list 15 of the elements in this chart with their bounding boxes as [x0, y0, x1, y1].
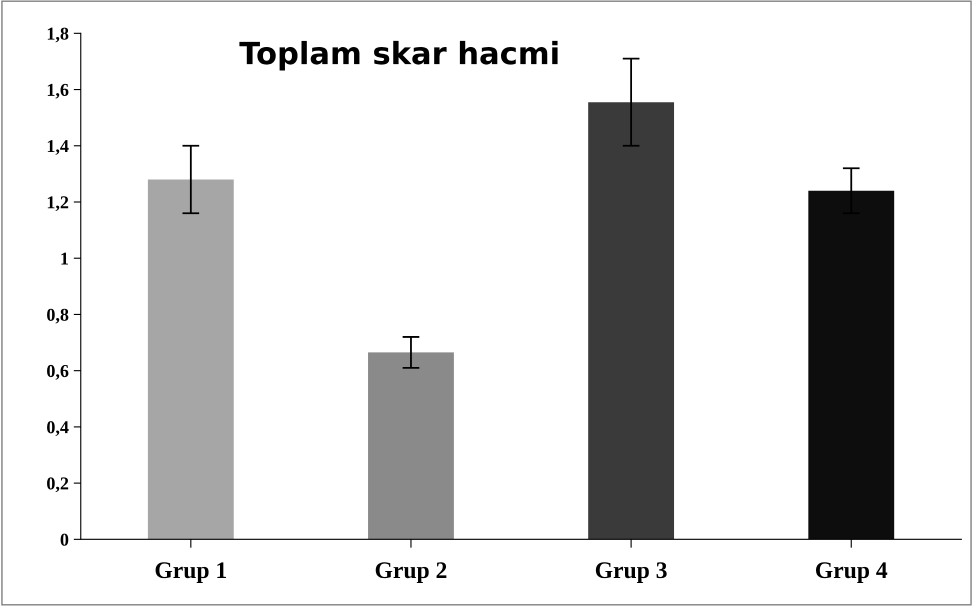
y-tick-label: 0 — [60, 534, 68, 546]
y-tick-label: 1,2 — [48, 196, 68, 212]
y-tick-label: 0,4 — [47, 421, 69, 436]
y-tick-label: 0,8 — [47, 308, 68, 324]
x-tick-label: Grup 3 — [596, 562, 667, 583]
x-tick-label: Grup 4 — [816, 562, 888, 583]
y-tick-label: 1,4 — [48, 140, 69, 155]
chart-title: Toplam skar hacmi — [239, 40, 558, 70]
x-tick-label: Grup 1 — [156, 562, 226, 583]
y-tick-label: 0,6 — [47, 364, 68, 380]
y-tick-label: 0,2 — [47, 477, 68, 492]
y-tick-label: 1,8 — [48, 28, 68, 42]
x-tick-label: Grup 2 — [376, 562, 446, 583]
y-tick-label: 1,6 — [48, 84, 68, 99]
y-tick-label: 1 — [61, 252, 68, 264]
